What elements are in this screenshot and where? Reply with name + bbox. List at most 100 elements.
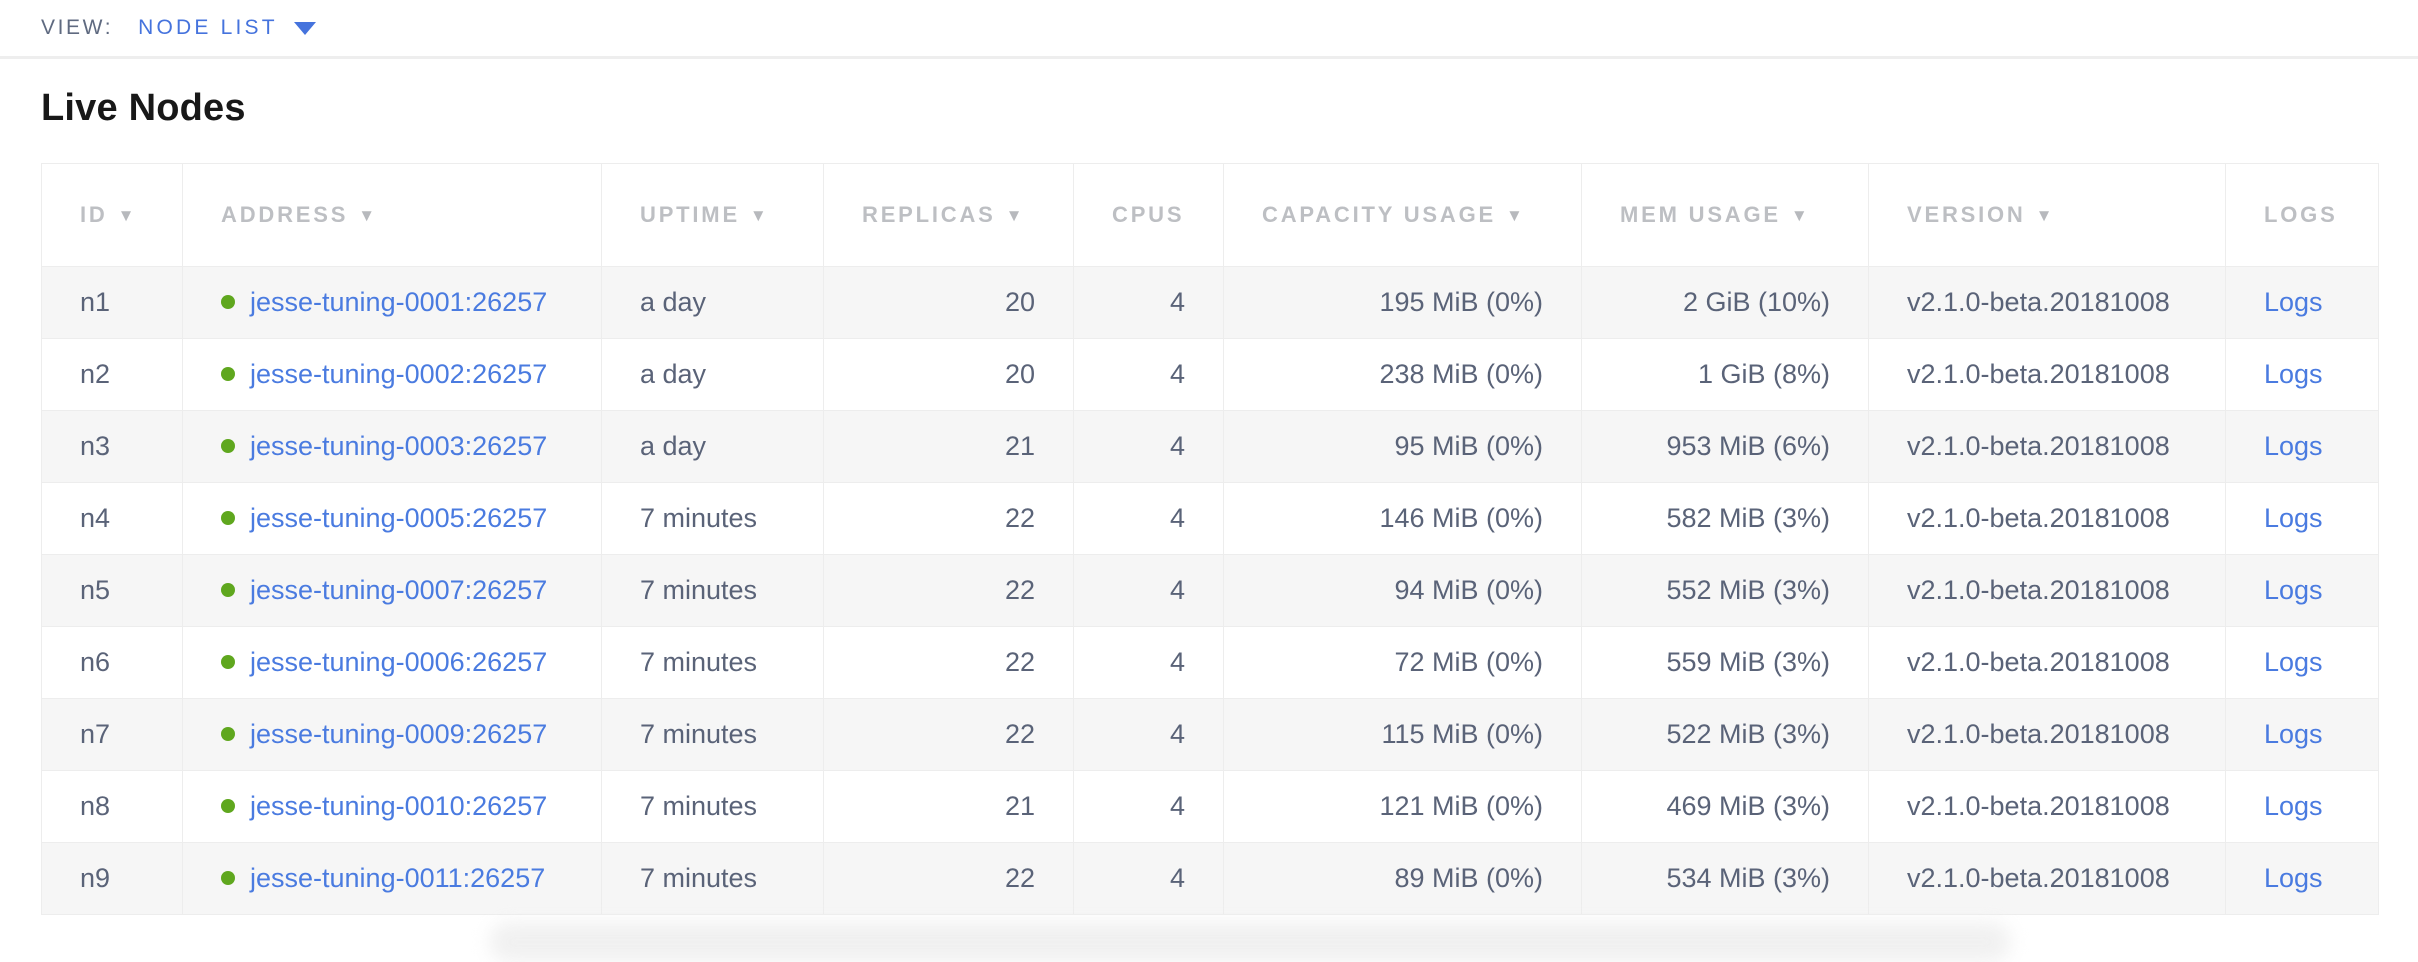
column-header-id[interactable]: ID ▼ — [41, 163, 183, 267]
node-address-link[interactable]: jesse-tuning-0011:26257 — [250, 863, 546, 893]
node-cpus-cell: 4 — [1073, 554, 1224, 627]
node-address-cell: jesse-tuning-0011:26257 — [182, 842, 602, 915]
logs-link[interactable]: Logs — [2264, 431, 2323, 461]
node-version-cell: v2.1.0-beta.20181008 — [1868, 842, 2226, 915]
node-address-link[interactable]: jesse-tuning-0005:26257 — [250, 503, 548, 533]
node-replicas-cell: 20 — [823, 338, 1074, 411]
sort-desc-icon: ▼ — [117, 206, 138, 225]
column-header-cpus: CPUS — [1073, 163, 1224, 267]
node-capacity-usage-cell: 146 MiB (0%) — [1223, 482, 1582, 555]
node-replicas-cell: 22 — [823, 554, 1074, 627]
live-nodes-table: ID ▼ ADDRESS ▼ UPTIME ▼ REPLICAS ▼ CPUS CAPA… — [41, 163, 2379, 915]
sort-desc-icon: ▼ — [358, 206, 378, 225]
node-address-link[interactable]: jesse-tuning-0006:26257 — [250, 647, 548, 677]
column-header-version[interactable]: VERSION ▼ — [1868, 163, 2226, 267]
node-version-cell: v2.1.0-beta.20181008 — [1868, 482, 2226, 555]
node-address-link[interactable]: jesse-tuning-0002:26257 — [250, 359, 548, 389]
node-logs-cell: Logs — [2225, 338, 2379, 411]
node-live-status-icon — [221, 439, 235, 453]
column-header-capacity-usage[interactable]: CAPACITY USAGE ▼ — [1223, 163, 1582, 267]
node-capacity-usage-cell: 195 MiB (0%) — [1223, 266, 1582, 339]
node-uptime-cell: a day — [601, 266, 824, 339]
node-capacity-usage-cell: 115 MiB (0%) — [1223, 698, 1582, 771]
live-nodes-table-container: ID ▼ ADDRESS ▼ UPTIME ▼ REPLICAS ▼ CPUS CAPA… — [41, 163, 2379, 915]
node-logs-cell: Logs — [2225, 266, 2379, 339]
node-version-cell: v2.1.0-beta.20181008 — [1868, 770, 2226, 843]
node-live-status-icon — [221, 583, 235, 597]
logs-link[interactable]: Logs — [2264, 503, 2323, 533]
node-mem-usage-cell: 469 MiB (3%) — [1581, 770, 1869, 843]
node-live-status-icon — [221, 727, 235, 741]
sort-desc-icon: ▼ — [1505, 206, 1526, 225]
page-title: Live Nodes — [41, 87, 246, 129]
node-mem-usage-cell: 559 MiB (3%) — [1581, 626, 1869, 699]
logs-link[interactable]: Logs — [2264, 359, 2323, 389]
node-uptime-cell: 7 minutes — [601, 842, 824, 915]
chevron-down-icon — [293, 21, 316, 35]
sort-desc-icon: ▼ — [749, 206, 770, 225]
column-header-address[interactable]: ADDRESS ▼ — [182, 163, 602, 267]
view-mode-selected-value[interactable]: NODE LIST — [138, 16, 278, 39]
node-logs-cell: Logs — [2225, 770, 2379, 843]
table-row: n8 jesse-tuning-0010:26257 7 minutes 21 … — [41, 770, 2379, 843]
column-header-uptime[interactable]: UPTIME ▼ — [601, 163, 824, 267]
node-mem-usage-cell: 552 MiB (3%) — [1581, 554, 1869, 627]
logs-link[interactable]: Logs — [2264, 575, 2323, 605]
node-capacity-usage-cell: 121 MiB (0%) — [1223, 770, 1582, 843]
sort-desc-icon: ▼ — [1005, 206, 1026, 225]
node-uptime-cell: 7 minutes — [601, 482, 824, 555]
node-address-cell: jesse-tuning-0010:26257 — [182, 770, 602, 843]
node-address-cell: jesse-tuning-0003:26257 — [182, 410, 602, 483]
node-capacity-usage-cell: 238 MiB (0%) — [1223, 338, 1582, 411]
logs-link[interactable]: Logs — [2264, 719, 2323, 749]
node-mem-usage-cell: 534 MiB (3%) — [1581, 842, 1869, 915]
node-replicas-cell: 20 — [823, 266, 1074, 339]
node-replicas-cell: 21 — [823, 410, 1074, 483]
node-version-cell: v2.1.0-beta.20181008 — [1868, 698, 2226, 771]
table-row: n5 jesse-tuning-0007:26257 7 minutes 22 … — [41, 554, 2379, 627]
node-version-cell: v2.1.0-beta.20181008 — [1868, 410, 2226, 483]
node-logs-cell: Logs — [2225, 698, 2379, 771]
node-address-link[interactable]: jesse-tuning-0003:26257 — [250, 431, 548, 461]
node-id-cell: n9 — [41, 842, 183, 915]
node-cpus-cell: 4 — [1073, 482, 1224, 555]
node-mem-usage-cell: 2 GiB (10%) — [1581, 266, 1869, 339]
node-mem-usage-cell: 582 MiB (3%) — [1581, 482, 1869, 555]
node-address-cell: jesse-tuning-0006:26257 — [182, 626, 602, 699]
table-row: n2 jesse-tuning-0002:26257 a day 20 4 23… — [41, 338, 2379, 411]
column-header-mem-usage[interactable]: MEM USAGE ▼ — [1581, 163, 1869, 267]
node-replicas-cell: 22 — [823, 698, 1074, 771]
node-address-link[interactable]: jesse-tuning-0007:26257 — [250, 575, 548, 605]
node-uptime-cell: 7 minutes — [601, 626, 824, 699]
node-address-link[interactable]: jesse-tuning-0010:26257 — [250, 791, 548, 821]
logs-link[interactable]: Logs — [2264, 647, 2323, 677]
node-live-status-icon — [221, 655, 235, 669]
column-header-replicas[interactable]: REPLICAS ▼ — [823, 163, 1074, 267]
node-mem-usage-cell: 522 MiB (3%) — [1581, 698, 1869, 771]
node-address-cell: jesse-tuning-0009:26257 — [182, 698, 602, 771]
node-address-link[interactable]: jesse-tuning-0001:26257 — [250, 287, 548, 317]
live-nodes-table-body: n1 jesse-tuning-0001:26257 a day 20 4 19… — [41, 266, 2379, 915]
logs-link[interactable]: Logs — [2264, 863, 2323, 893]
node-address-link[interactable]: jesse-tuning-0009:26257 — [250, 719, 548, 749]
node-live-status-icon — [221, 799, 235, 813]
node-id-cell: n7 — [41, 698, 183, 771]
node-version-cell: v2.1.0-beta.20181008 — [1868, 266, 2226, 339]
node-address-cell: jesse-tuning-0002:26257 — [182, 338, 602, 411]
view-label: VIEW: — [41, 16, 114, 39]
table-row: n6 jesse-tuning-0006:26257 7 minutes 22 … — [41, 626, 2379, 699]
sort-desc-icon: ▼ — [1790, 206, 1811, 225]
logs-link[interactable]: Logs — [2264, 791, 2323, 821]
node-replicas-cell: 21 — [823, 770, 1074, 843]
node-live-status-icon — [221, 367, 235, 381]
logs-link[interactable]: Logs — [2264, 287, 2323, 317]
sort-desc-icon: ▼ — [2035, 206, 2056, 225]
node-cpus-cell: 4 — [1073, 770, 1224, 843]
node-address-cell: jesse-tuning-0001:26257 — [182, 266, 602, 339]
table-row: n3 jesse-tuning-0003:26257 a day 21 4 95… — [41, 410, 2379, 483]
node-cpus-cell: 4 — [1073, 338, 1224, 411]
node-mem-usage-cell: 1 GiB (8%) — [1581, 338, 1869, 411]
node-live-status-icon — [221, 871, 235, 885]
view-mode-dropdown[interactable]: NODE LIST — [138, 16, 316, 40]
below-fold-element-shadow — [490, 922, 2010, 962]
